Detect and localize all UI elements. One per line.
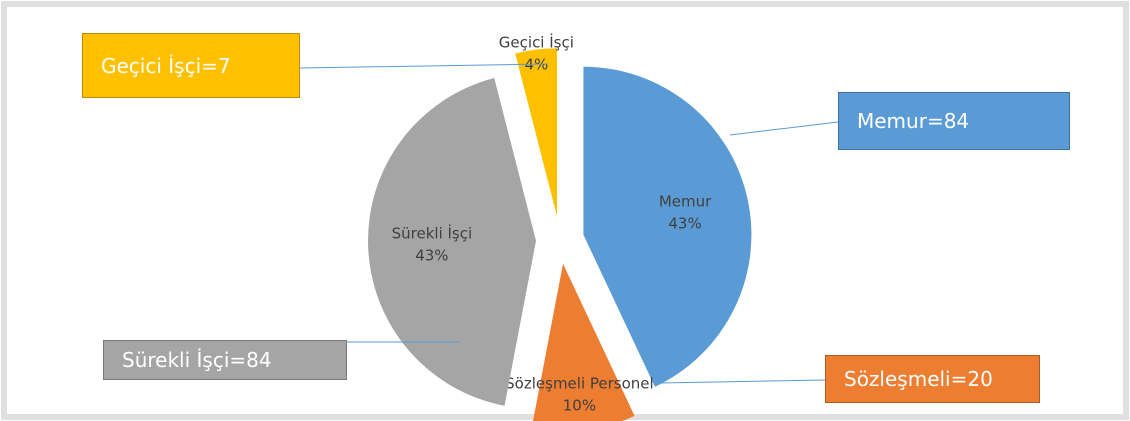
pie-slice [515, 48, 557, 217]
slice-label: Memur [659, 193, 712, 211]
leader-line [299, 63, 549, 69]
leader-line [729, 121, 839, 136]
slice-label: Sürekli İşçi [392, 224, 473, 243]
callout: Memur=84 [838, 92, 1070, 150]
slice-value-label: 10% [563, 396, 596, 414]
callout: Geçici İşçi=7 [82, 33, 300, 98]
slice-value-label: 43% [668, 215, 701, 233]
callout: Sürekli İşçi=84 [103, 340, 347, 380]
leader-lines [299, 63, 839, 384]
leader-line [659, 379, 826, 384]
callout: Sözleşmeli=20 [825, 355, 1040, 403]
slice-label: Geçici İşçi [499, 32, 574, 51]
pie-slice [368, 78, 537, 406]
slice-label: Sözleşmeli Personel [505, 374, 654, 392]
pie-slice [583, 66, 752, 387]
pie-slice [533, 263, 635, 421]
slice-value-label: 43% [415, 247, 448, 265]
